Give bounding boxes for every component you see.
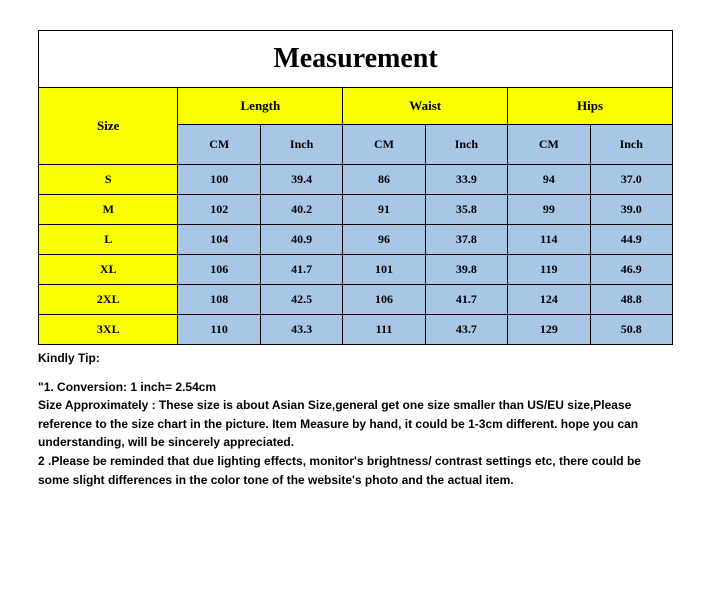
data-cell: 91 — [343, 195, 425, 225]
note-line-2: Size Approximately : These size is about… — [38, 396, 667, 452]
hips-header: Hips — [508, 88, 673, 125]
length-header: Length — [178, 88, 343, 125]
size-cell: XL — [39, 255, 178, 285]
table-row: 2XL10842.510641.712448.8 — [39, 285, 673, 315]
data-cell: 108 — [178, 285, 260, 315]
data-cell: 114 — [508, 225, 590, 255]
data-cell: 44.9 — [590, 225, 672, 255]
data-cell: 101 — [343, 255, 425, 285]
data-cell: 96 — [343, 225, 425, 255]
data-cell: 42.5 — [260, 285, 342, 315]
unit-header: Inch — [260, 125, 342, 165]
table-row: M10240.29135.89939.0 — [39, 195, 673, 225]
data-cell: 50.8 — [590, 315, 672, 345]
header-group-row: Size Length Waist Hips — [39, 88, 673, 125]
data-cell: 106 — [343, 285, 425, 315]
data-cell: 111 — [343, 315, 425, 345]
size-cell: M — [39, 195, 178, 225]
data-cell: 40.9 — [260, 225, 342, 255]
data-cell: 104 — [178, 225, 260, 255]
data-cell: 99 — [508, 195, 590, 225]
data-cell: 39.0 — [590, 195, 672, 225]
data-cell: 43.3 — [260, 315, 342, 345]
unit-header: CM — [178, 125, 260, 165]
data-cell: 106 — [178, 255, 260, 285]
data-cell: 46.9 — [590, 255, 672, 285]
data-cell: 129 — [508, 315, 590, 345]
data-cell: 102 — [178, 195, 260, 225]
unit-header: CM — [343, 125, 425, 165]
notes-block: Kindly Tip: "1. Conversion: 1 inch= 2.54… — [38, 349, 673, 489]
data-cell: 39.8 — [425, 255, 507, 285]
waist-header: Waist — [343, 88, 508, 125]
data-cell: 41.7 — [425, 285, 507, 315]
data-cell: 33.9 — [425, 165, 507, 195]
data-cell: 43.7 — [425, 315, 507, 345]
table-row: L10440.99637.811444.9 — [39, 225, 673, 255]
data-cell: 94 — [508, 165, 590, 195]
data-cell: 41.7 — [260, 255, 342, 285]
table-row: 3XL11043.311143.712950.8 — [39, 315, 673, 345]
unit-header: Inch — [590, 125, 672, 165]
table-row: S10039.48633.99437.0 — [39, 165, 673, 195]
data-cell: 37.0 — [590, 165, 672, 195]
table-title: Measurement — [39, 31, 673, 88]
data-cell: 35.8 — [425, 195, 507, 225]
unit-header: CM — [508, 125, 590, 165]
tip-label: Kindly Tip: — [38, 349, 667, 368]
data-cell: 100 — [178, 165, 260, 195]
data-cell: 119 — [508, 255, 590, 285]
data-cell: 86 — [343, 165, 425, 195]
unit-header: Inch — [425, 125, 507, 165]
data-cell: 48.8 — [590, 285, 672, 315]
data-cell: 110 — [178, 315, 260, 345]
data-cell: 124 — [508, 285, 590, 315]
note-line-3: 2 .Please be reminded that due lighting … — [38, 452, 667, 489]
size-cell: 3XL — [39, 315, 178, 345]
size-header: Size — [39, 88, 178, 165]
data-cell: 40.2 — [260, 195, 342, 225]
size-cell: 2XL — [39, 285, 178, 315]
size-cell: S — [39, 165, 178, 195]
measurement-table: Measurement Size Length Waist Hips CM In… — [38, 30, 673, 345]
data-cell: 39.4 — [260, 165, 342, 195]
data-cell: 37.8 — [425, 225, 507, 255]
size-cell: L — [39, 225, 178, 255]
note-line-1: "1. Conversion: 1 inch= 2.54cm — [38, 378, 667, 397]
table-row: XL10641.710139.811946.9 — [39, 255, 673, 285]
